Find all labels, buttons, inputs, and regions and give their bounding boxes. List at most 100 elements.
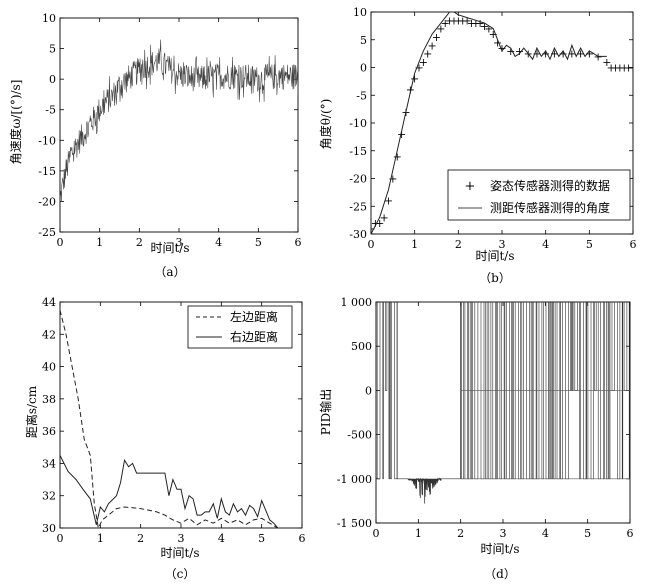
data-point-attitude: + bbox=[414, 62, 423, 75]
data-point-attitude: + bbox=[515, 45, 524, 58]
data-point-attitude: + bbox=[423, 48, 432, 61]
y-tick-label: -25 bbox=[349, 200, 367, 213]
y-tick-label: 0 bbox=[365, 384, 372, 397]
series-group bbox=[376, 302, 630, 504]
y-tick-label: -1 000 bbox=[337, 473, 372, 486]
data-point-attitude: + bbox=[576, 48, 585, 61]
y-tick-label: -25 bbox=[38, 226, 56, 239]
data-point-attitude: + bbox=[384, 195, 393, 208]
data-point-attitude: + bbox=[388, 173, 397, 186]
plot-area-a: 0 1 2 3 4 5 6 -25 -20 -15 -10 -5 0 5 10 bbox=[38, 12, 301, 249]
legend-label-ranging: 测距传感器测得的角度 bbox=[490, 200, 610, 215]
x-tick-label: 4 bbox=[542, 527, 549, 540]
y-tick-label: 1 000 bbox=[341, 296, 373, 309]
data-point-attitude: + bbox=[559, 48, 568, 61]
data-point-attitude: + bbox=[406, 84, 415, 97]
data-point-attitude: + bbox=[454, 14, 463, 27]
axes-frame bbox=[375, 301, 631, 524]
x-tick-label: 3 bbox=[178, 532, 185, 545]
data-point-attitude: + bbox=[371, 217, 380, 230]
x-tick-label: 0 bbox=[373, 527, 380, 540]
panel-d: 0 1 2 3 4 5 6 -1 500 -1 000 -500 0 500 1 000 时间t/s P… bbox=[318, 296, 634, 581]
y-axis-label-a: 角速度ω/[(°)/s] bbox=[8, 80, 23, 165]
data-point-attitude: + bbox=[497, 42, 506, 55]
data-point-attitude: + bbox=[585, 48, 594, 61]
y-tick-label: -10 bbox=[349, 117, 367, 130]
panel-a: 0 1 2 3 4 5 6 -25 -20 -15 -10 -5 0 5 10 时间t/s 角速度ω/[(°… bbox=[8, 12, 302, 279]
x-tick-label: 5 bbox=[586, 238, 593, 251]
x-tick-label: 2 bbox=[136, 236, 143, 249]
data-point-attitude: + bbox=[489, 28, 498, 41]
y-tick-label: -500 bbox=[347, 429, 372, 442]
series-group bbox=[60, 39, 298, 202]
legend-marker-b: + bbox=[465, 179, 476, 194]
x-axis-label-c: 时间t/s bbox=[160, 546, 199, 560]
y-tick-label: -1 500 bbox=[337, 517, 372, 530]
legend-label-left: 左边距离 bbox=[230, 309, 278, 324]
legend-box-c bbox=[187, 305, 293, 349]
y-axis-label-d: PID输出 bbox=[318, 389, 333, 435]
panel-b: 0 1 2 3 4 5 6-30-25-20-15-10-50510++++++++++++… bbox=[318, 6, 637, 285]
x-tick-label: 4 bbox=[542, 238, 549, 251]
data-point-attitude: + bbox=[567, 48, 576, 61]
legend-b: + 姿态传感器测得的数据 测距传感器测得的角度 bbox=[447, 169, 631, 221]
y-tick-label: 44 bbox=[42, 296, 56, 309]
x-tick-label: 2 bbox=[457, 527, 464, 540]
x-tick-label: 2 bbox=[137, 532, 144, 545]
data-point-attitude: + bbox=[462, 14, 471, 27]
plot-area-b: 0 1 2 3 4 5 6-30-25-20-15-10-50510++++++++++++… bbox=[349, 6, 636, 251]
data-point-attitude: + bbox=[506, 45, 515, 58]
caption-a: （a） bbox=[154, 265, 185, 279]
caption-b: （b） bbox=[479, 271, 511, 285]
x-tick-label: 2 bbox=[455, 238, 462, 251]
data-point-attitude: + bbox=[480, 20, 489, 33]
y-tick-label: -5 bbox=[45, 104, 56, 117]
x-tick-label: 5 bbox=[255, 236, 262, 249]
y-tick-label: 500 bbox=[351, 340, 372, 353]
x-axis-label-d: 时间t/s bbox=[480, 542, 519, 556]
y-tick-label: -20 bbox=[349, 173, 367, 186]
data-point-attitude: + bbox=[449, 14, 458, 27]
y-axis-label-c: 距离s/cm bbox=[24, 385, 39, 438]
series-line-angular-velocity bbox=[60, 39, 298, 202]
x-tick-label: 6 bbox=[299, 532, 306, 545]
data-point-attitude: + bbox=[436, 23, 445, 36]
x-tick-label: 1 bbox=[97, 532, 104, 545]
legend-c: 左边距离 右边距离 bbox=[187, 305, 293, 349]
legend-label-right: 右边距离 bbox=[230, 329, 278, 344]
series-line-pid-low bbox=[397, 477, 461, 504]
data-point-attitude: + bbox=[366, 222, 375, 235]
data-point-attitude: + bbox=[393, 150, 402, 163]
y-tick-label: -15 bbox=[38, 165, 56, 178]
data-point-attitude: + bbox=[375, 217, 384, 230]
y-tick-label: 10 bbox=[353, 6, 367, 19]
y-tick-label: 42 bbox=[42, 328, 56, 341]
x-tick-label: 5 bbox=[584, 527, 591, 540]
data-point-attitude: + bbox=[602, 56, 611, 69]
data-point-attitude: + bbox=[532, 48, 541, 61]
x-tick-label: 6 bbox=[627, 527, 634, 540]
data-point-attitude: + bbox=[476, 17, 485, 30]
caption-c: （c） bbox=[165, 567, 196, 581]
x-tick-label: 5 bbox=[258, 532, 265, 545]
x-tick-label: 6 bbox=[295, 236, 302, 249]
x-tick-label: 3 bbox=[176, 236, 183, 249]
data-point-attitude: + bbox=[458, 14, 467, 27]
x-tick-label: 3 bbox=[499, 238, 506, 251]
data-point-attitude: + bbox=[410, 73, 419, 86]
x-tick-label: 0 bbox=[368, 238, 375, 251]
data-point-attitude: + bbox=[493, 37, 502, 50]
data-point-attitude: + bbox=[620, 62, 629, 75]
legend-box-b bbox=[447, 169, 631, 221]
y-tick-label: -5 bbox=[356, 89, 367, 102]
data-point-attitude: + bbox=[484, 23, 493, 36]
x-tick-label: 3 bbox=[500, 527, 507, 540]
data-point-attitude: + bbox=[428, 39, 437, 52]
plot-area-d: 0 1 2 3 4 5 6 -1 500 -1 000 -500 0 500 1 000 bbox=[337, 296, 634, 540]
x-axis-label-b: 时间t/s bbox=[475, 249, 514, 263]
x-tick-label: 1 bbox=[415, 527, 422, 540]
x-tick-label: 1 bbox=[96, 236, 103, 249]
